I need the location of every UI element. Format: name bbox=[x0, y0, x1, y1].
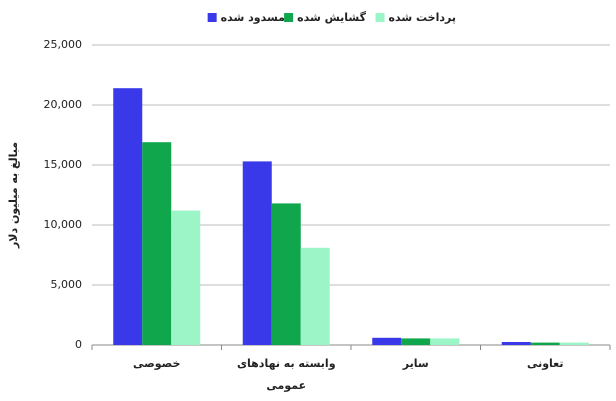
y-axis-label: مبالغ به میلیون دلار bbox=[7, 142, 20, 249]
legend-label: مسدود شده bbox=[221, 11, 285, 24]
legend-swatch bbox=[375, 13, 385, 22]
y-tick-label: 25,000 bbox=[44, 38, 83, 51]
legend-swatch bbox=[207, 13, 217, 22]
x-tick-label: وابسته به نهادهای عمومی غیردولتی bbox=[236, 357, 336, 392]
bar bbox=[401, 338, 431, 345]
bar bbox=[171, 210, 201, 345]
legend-swatch bbox=[284, 13, 294, 22]
bar bbox=[501, 342, 531, 345]
x-tick-label: تعاونی bbox=[526, 357, 564, 370]
bar bbox=[242, 161, 272, 345]
y-tick-label: 10,000 bbox=[44, 218, 83, 231]
x-tick-label: خصوصی bbox=[133, 357, 181, 370]
legend-label: پرداخت شده bbox=[389, 11, 456, 24]
x-tick-label: سایر bbox=[402, 357, 429, 370]
bar bbox=[372, 337, 402, 345]
bar bbox=[559, 342, 589, 345]
bar bbox=[530, 342, 560, 345]
legend-label: گشایش شده bbox=[297, 11, 366, 24]
bar bbox=[300, 247, 330, 345]
y-tick-label: 20,000 bbox=[44, 98, 83, 111]
y-tick-label: 0 bbox=[75, 338, 82, 351]
bar bbox=[142, 142, 172, 345]
bar bbox=[113, 88, 143, 345]
y-tick-label: 5,000 bbox=[51, 278, 83, 291]
bar bbox=[430, 338, 460, 345]
y-tick-label: 15,000 bbox=[44, 158, 83, 171]
bar bbox=[271, 203, 301, 345]
